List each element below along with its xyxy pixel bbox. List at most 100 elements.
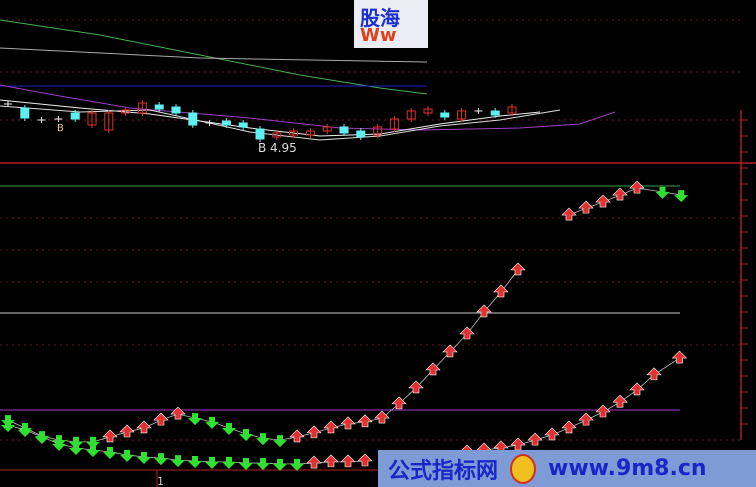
- arrow-up-icon: [578, 200, 594, 214]
- arrow-up-icon: [340, 416, 356, 430]
- arrow-down-icon: [290, 458, 304, 471]
- arrow-up-icon: [578, 412, 594, 426]
- arrow-down-icon: [273, 435, 287, 448]
- arrow-up-icon: [391, 396, 407, 410]
- watermark-top-line1: 股海: [360, 6, 400, 30]
- arrow-down-icon: [188, 413, 202, 426]
- arrow-down-icon: [137, 451, 151, 464]
- arrow-down-icon: [18, 424, 32, 437]
- candle-body: [20, 107, 30, 119]
- candle-body: [104, 112, 114, 131]
- candle-body: [137, 102, 147, 114]
- candle-body: [238, 122, 248, 128]
- arrow-up-icon: [595, 404, 611, 418]
- arrow-down-icon: [239, 458, 253, 471]
- arrow-down-icon: [256, 433, 270, 446]
- candle-body: [255, 128, 265, 140]
- arrow-up-icon: [357, 453, 373, 467]
- b-marker: B: [57, 123, 64, 134]
- arrow-up-icon: [595, 194, 611, 208]
- arrow-up-icon: [306, 425, 322, 439]
- arrow-up-icon: [323, 420, 339, 434]
- candle-body: [221, 120, 231, 126]
- arrow-down-icon: [222, 422, 236, 435]
- candle-body: [356, 130, 366, 138]
- candle-body: [322, 126, 332, 132]
- arrow-up-icon: [170, 406, 186, 420]
- candle-body: [87, 112, 97, 126]
- candle-body: [305, 130, 315, 136]
- arrow-down-icon: [69, 442, 83, 455]
- arrow-up-icon: [357, 414, 373, 428]
- arrow-up-icon: [671, 350, 688, 364]
- low-price-label: B 4.95: [258, 141, 297, 155]
- arrow-down-icon: [655, 186, 670, 199]
- arrow-up-icon: [493, 284, 509, 298]
- arrow-up-icon: [476, 304, 492, 318]
- candles: [4, 100, 517, 142]
- arrow-up-icon: [544, 427, 560, 441]
- arrow-up-icon: [527, 432, 543, 446]
- arrow-down-icon: [86, 436, 100, 449]
- candle-body: [289, 130, 299, 136]
- arrow-up-icon: [289, 429, 305, 443]
- arrow-down-icon: [1, 420, 15, 433]
- arrow-up-icon: [612, 394, 628, 408]
- site-logo-icon: [510, 453, 537, 484]
- arrow-up-icon: [119, 424, 135, 438]
- arrow-up-icon: [425, 362, 441, 376]
- candle-body: [272, 132, 282, 138]
- arrow-up-icon: [646, 367, 662, 381]
- candle-body: [457, 110, 467, 120]
- arrow-down-icon: [120, 449, 134, 462]
- x-tick-label: 1: [157, 475, 164, 487]
- candle-body: [121, 109, 131, 114]
- arrow-up-icon: [612, 187, 628, 201]
- candle-body: [154, 104, 164, 110]
- arrow-down-icon: [205, 416, 219, 429]
- indicator-line: [7, 424, 366, 465]
- arrow-down-icon: [86, 444, 100, 457]
- arrow-up-icon: [510, 262, 526, 276]
- candle-body: [373, 126, 383, 136]
- candle-body: [490, 110, 500, 116]
- candle-body: [339, 126, 349, 134]
- arrow-down-icon: [239, 429, 253, 442]
- arrow-up-icon: [102, 429, 118, 443]
- arrow-down-icon: [256, 458, 270, 471]
- arrow-up-icon: [442, 344, 458, 358]
- arrow-up-icon: [459, 326, 475, 340]
- arrow-up-icon: [561, 207, 577, 221]
- candle-body: [406, 110, 416, 120]
- watermark-site-name: 公式指标网: [388, 458, 499, 484]
- arrow-up-icon: [561, 420, 577, 434]
- arrow-down-icon: [103, 447, 117, 460]
- arrow-up-icon: [374, 410, 390, 424]
- arrow-down-icon: [35, 431, 49, 444]
- arrow-down-icon: [222, 456, 236, 469]
- arrow-down-icon: [154, 453, 168, 466]
- arrow-down-icon: [69, 436, 83, 449]
- watermark-url: www.9m8.cn: [548, 456, 707, 481]
- grid-lines: [0, 19, 756, 487]
- arrow-down-icon: [205, 456, 219, 469]
- candle-body: [171, 106, 181, 114]
- candle-body: [423, 108, 433, 114]
- candle-body: [188, 112, 198, 126]
- indicator-line: [7, 269, 519, 443]
- arrow-down-icon: [674, 190, 689, 203]
- arrow-up-icon: [629, 180, 645, 194]
- arrow-up-icon: [306, 455, 322, 469]
- ma-line-green: [0, 19, 428, 95]
- arrow-down-icon: [273, 458, 287, 471]
- ma-line-white-2: [0, 105, 561, 141]
- arrow-up-icon: [340, 454, 356, 468]
- arrow-down-icon: [171, 455, 185, 468]
- arrow-up-icon: [323, 454, 339, 468]
- ma-line-gray: [0, 47, 428, 63]
- arrow-down-icon: [188, 456, 202, 469]
- arrow-up-icon: [153, 412, 169, 426]
- candle-body: [440, 112, 450, 118]
- watermark-bottom: 公式指标网 www.9m8.cn: [378, 450, 756, 487]
